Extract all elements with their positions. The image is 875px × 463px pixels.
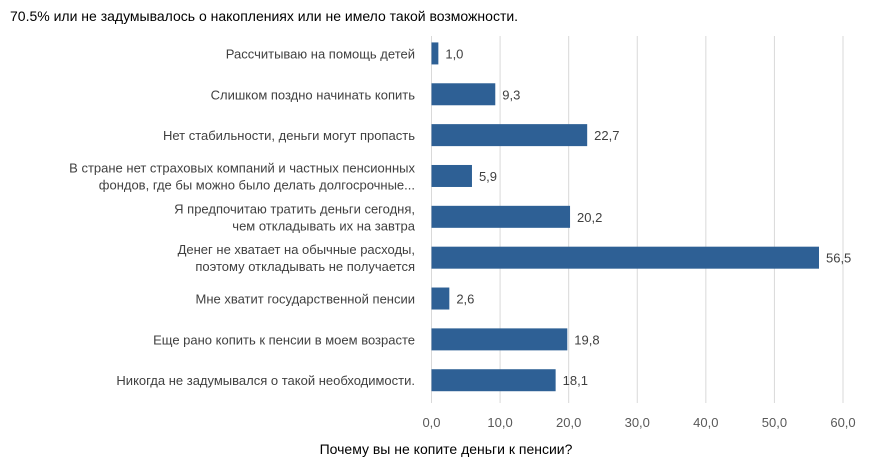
x-axis-title: Почему вы не копите деньги к пенсии?	[320, 441, 573, 457]
x-axis-ticks: 0,0 10,0 20,0 30,0 40,0 50,0 60,0	[422, 415, 855, 430]
x-tick-label: 30,0	[625, 415, 650, 430]
bar-6	[431, 287, 450, 310]
bar-0	[431, 42, 439, 65]
category-label-7: Еще рано копить к пенсии в моем возрасте	[153, 332, 415, 347]
x-tick-label: 40,0	[693, 415, 718, 430]
bar-4	[431, 205, 571, 228]
category-label-0: Рассчитываю на помощь детей	[226, 46, 415, 61]
category-label-1: Слишком поздно начинать копить	[211, 87, 416, 102]
data-label-3: 5,9	[479, 169, 497, 184]
x-tick-label: 10,0	[487, 415, 512, 430]
bar-7	[431, 328, 568, 351]
category-label-3: В стране нет страховых компаний и частны…	[69, 160, 415, 192]
x-tick-label: 0,0	[422, 415, 440, 430]
category-label-4: Я предпочитаю тратить деньги сегодня, чем…	[174, 201, 416, 233]
x-tick-label: 50,0	[762, 415, 787, 430]
data-label-6: 2,6	[456, 292, 474, 307]
data-label-5: 56,5	[826, 251, 851, 266]
bar-5	[431, 246, 819, 269]
data-label-1: 9,3	[502, 87, 520, 102]
data-label-2: 22,7	[594, 128, 619, 143]
data-label-7: 19,8	[574, 332, 599, 347]
bar-8	[431, 369, 556, 392]
bar-1	[431, 83, 496, 106]
data-label-0: 1,0	[445, 46, 463, 61]
category-label-6: Мне хватит государственной пенсии	[195, 292, 415, 307]
bars	[431, 42, 819, 392]
data-label-8: 18,1	[563, 373, 588, 388]
bar-3	[431, 164, 472, 187]
bar-2	[431, 124, 588, 147]
category-label-8: Никогда не задумывался о такой необходим…	[116, 373, 415, 388]
category-label-2: Нет стабильности, деньги могут пропасть	[163, 128, 415, 143]
header-caption: 70.5% или не задумывалось о накоплениях …	[10, 8, 518, 24]
category-label-5: Денег не хватает на обычные расходы, поэт…	[178, 242, 415, 274]
x-tick-label: 20,0	[556, 415, 581, 430]
data-label-4: 20,2	[577, 210, 602, 225]
value-labels: 1,0 9,3 22,7 5,9 20,2 56,5 2,6 19,8 18,1	[445, 46, 851, 388]
category-labels: Рассчитываю на помощь детей Слишком поздн…	[69, 46, 416, 388]
x-tick-label: 60,0	[830, 415, 855, 430]
